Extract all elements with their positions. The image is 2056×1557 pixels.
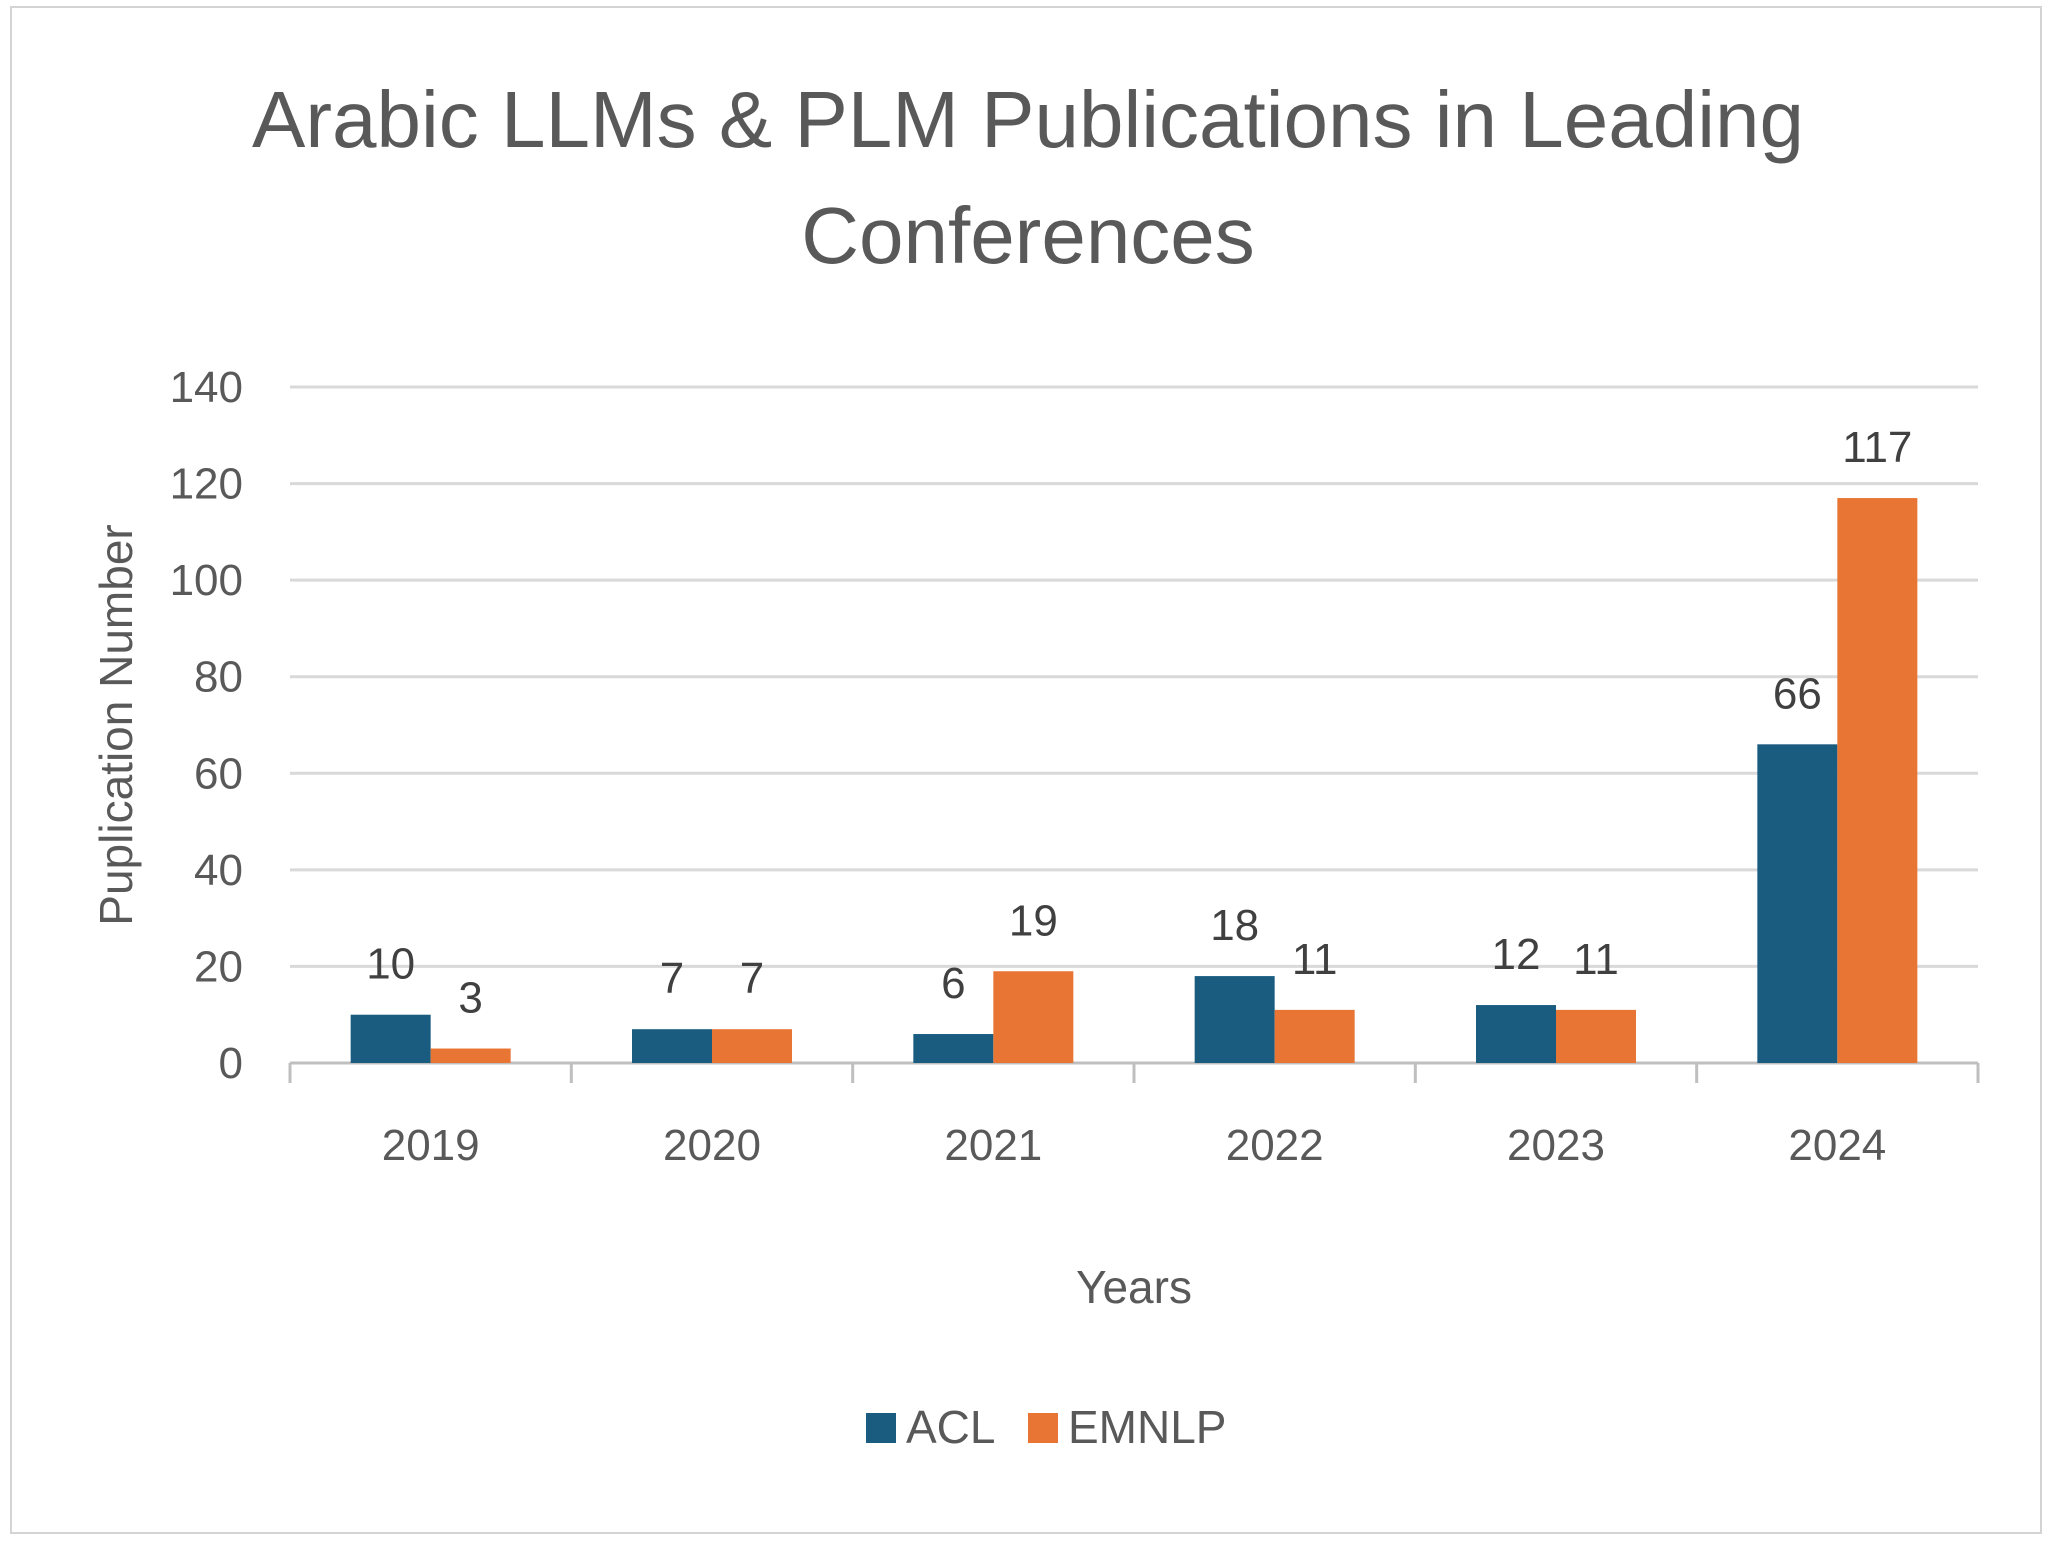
bar-emnlp-2019: [430, 1048, 511, 1063]
y-tick-label-80: 80: [194, 653, 243, 702]
legend-swatch-acl: [866, 1413, 896, 1443]
legend-label-emnlp: EMNLP: [1068, 1401, 1226, 1453]
x-tick-label-2023: 2023: [1507, 1121, 1605, 1170]
bar-emnlp-2022: [1274, 1009, 1355, 1063]
bar-emnlp-2024: [1837, 498, 1918, 1063]
bar-emnlp-2021: [993, 971, 1074, 1063]
data-label-acl-2024: 66: [1773, 669, 1822, 718]
y-tick-label-140: 140: [170, 363, 243, 412]
bar-acl-2022: [1194, 976, 1275, 1063]
legend-label-acl: ACL: [906, 1401, 995, 1453]
data-label-emnlp-2024: 117: [1842, 423, 1912, 472]
data-label-acl-2020: 7: [660, 954, 684, 1003]
y-axis-title: Puplication Number: [90, 524, 142, 925]
chart-title-line-2: Conferences: [801, 191, 1255, 280]
x-axis-title: Years: [1076, 1261, 1192, 1313]
y-tick-label-20: 20: [194, 942, 243, 991]
data-label-acl-2021: 6: [941, 959, 965, 1008]
data-label-emnlp-2021: 19: [1009, 896, 1058, 945]
bar-acl-2023: [1476, 1005, 1556, 1063]
data-label-emnlp-2020: 7: [740, 954, 764, 1003]
data-label-emnlp-2023: 11: [1573, 935, 1619, 984]
data-label-acl-2023: 12: [1492, 930, 1541, 979]
bar-acl-2019: [350, 1014, 431, 1063]
y-tick-label-60: 60: [194, 749, 243, 798]
y-tick-label-120: 120: [170, 460, 243, 509]
y-tick-label-100: 100: [170, 556, 243, 605]
x-tick-label-2021: 2021: [944, 1121, 1042, 1170]
bar-acl-2020: [632, 1029, 712, 1063]
y-tick-label-40: 40: [194, 846, 243, 895]
chart-frame: [10, 6, 2042, 1534]
bar-emnlp-2023: [1556, 1009, 1636, 1063]
data-label-emnlp-2019: 3: [458, 974, 482, 1023]
bar-acl-2021: [913, 1034, 994, 1063]
bar-emnlp-2020: [712, 1029, 792, 1063]
x-tick-label-2024: 2024: [1788, 1121, 1886, 1170]
bar-acl-2024: [1757, 744, 1838, 1063]
legend-swatch-emnlp: [1028, 1413, 1058, 1443]
x-tick-label-2020: 2020: [663, 1121, 761, 1170]
chart-title-line-1: Arabic LLMs & PLM Publications in Leadin…: [252, 75, 1804, 164]
x-tick-label-2022: 2022: [1226, 1121, 1324, 1170]
data-label-acl-2022: 18: [1210, 901, 1259, 950]
y-tick-label-0: 0: [219, 1039, 243, 1088]
data-label-acl-2019: 10: [366, 940, 415, 989]
x-tick-label-2019: 2019: [382, 1121, 480, 1170]
data-label-emnlp-2022: 11: [1292, 935, 1338, 984]
